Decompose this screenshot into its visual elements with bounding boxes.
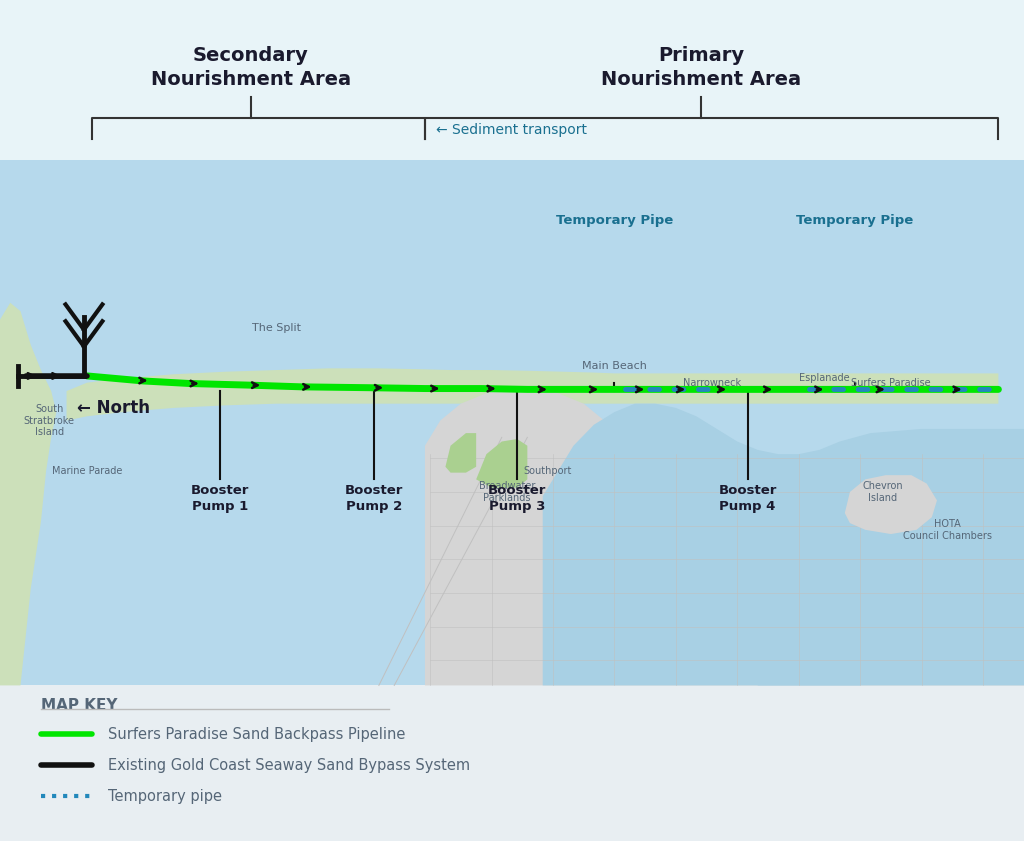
Text: Temporary Pipe: Temporary Pipe	[556, 214, 673, 227]
Text: Booster
Pump 4: Booster Pump 4	[718, 484, 777, 512]
Text: Booster
Pump 2: Booster Pump 2	[344, 484, 403, 512]
Polygon shape	[476, 439, 527, 488]
Text: South
Stratbroke
Island: South Stratbroke Island	[24, 404, 75, 437]
Polygon shape	[0, 303, 56, 685]
Text: ← North: ← North	[77, 399, 150, 417]
Polygon shape	[67, 368, 998, 420]
Text: Main Beach: Main Beach	[582, 361, 647, 371]
Text: HOTA
Council Chambers: HOTA Council Chambers	[903, 519, 991, 541]
Text: Existing Gold Coast Seaway Sand Bypass System: Existing Gold Coast Seaway Sand Bypass S…	[108, 758, 470, 773]
Text: Booster
Pump 3: Booster Pump 3	[487, 484, 547, 512]
Text: Southport: Southport	[523, 466, 572, 476]
Text: Primary
Nourishment Area: Primary Nourishment Area	[601, 46, 802, 89]
Polygon shape	[758, 454, 860, 685]
Polygon shape	[445, 433, 476, 473]
Text: Marine Parade: Marine Parade	[52, 466, 122, 476]
Text: Temporary Pipe: Temporary Pipe	[797, 214, 913, 227]
Bar	[0, 160, 1024, 685]
Text: Chevron
Island: Chevron Island	[862, 481, 903, 503]
Text: Booster
Pump 1: Booster Pump 1	[190, 484, 250, 512]
Text: Surfers Paradise: Surfers Paradise	[851, 378, 931, 388]
Bar	[0, 685, 1024, 841]
Text: Esplanade: Esplanade	[799, 373, 850, 383]
Text: MAP KEY: MAP KEY	[41, 698, 118, 713]
Text: ← Sediment transport: ← Sediment transport	[436, 124, 588, 137]
Text: Narrowneck: Narrowneck	[683, 378, 740, 388]
Text: Temporary pipe: Temporary pipe	[108, 789, 221, 804]
Text: The Split: The Split	[252, 323, 301, 333]
Text: Surfers Paradise Sand Backpass Pipeline: Surfers Paradise Sand Backpass Pipeline	[108, 727, 404, 742]
Polygon shape	[425, 387, 1024, 685]
Text: Secondary
Nourishment Area: Secondary Nourishment Area	[151, 46, 351, 89]
Polygon shape	[543, 404, 1024, 685]
Polygon shape	[845, 475, 937, 534]
Text: Broadwater
Parklands: Broadwater Parklands	[478, 481, 536, 503]
